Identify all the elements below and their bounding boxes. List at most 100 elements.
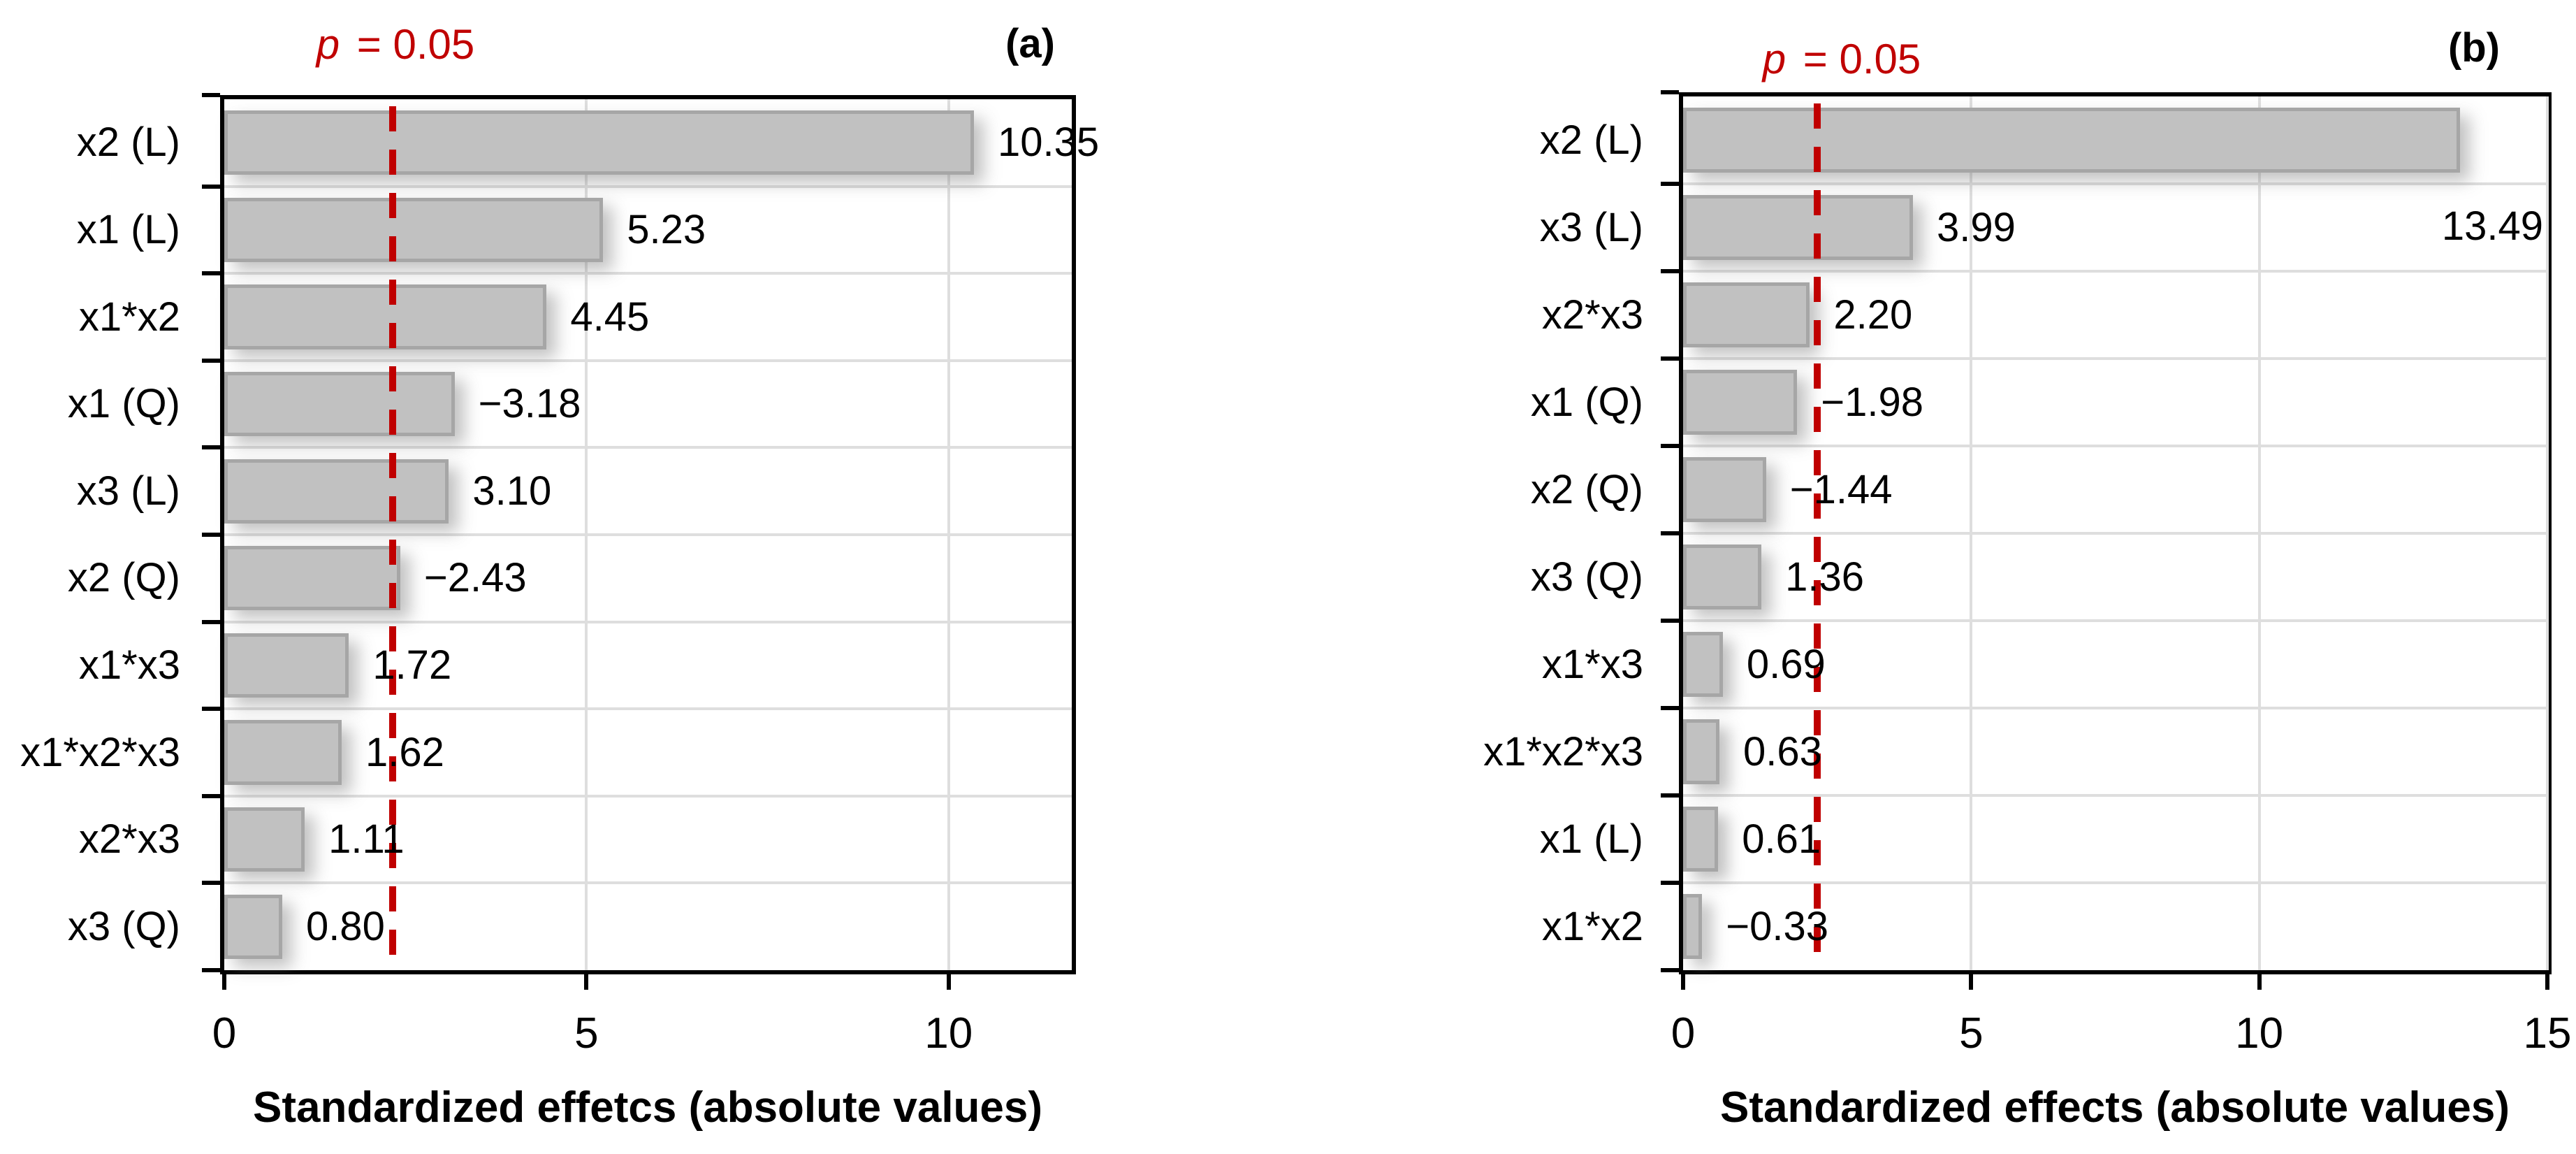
bar (1683, 632, 1723, 697)
category-label: x1*x2 (78, 294, 180, 340)
x-axis-tick (2257, 974, 2262, 990)
bar (224, 546, 400, 611)
panel-tag-a: (a) (1005, 21, 1055, 66)
x-axis-tick-label: 10 (2235, 1009, 2284, 1058)
y-axis-tick (1661, 793, 1679, 798)
threshold-line (388, 106, 396, 962)
y-axis-tick (1661, 444, 1679, 448)
bar-value-label: 5.23 (627, 206, 706, 252)
y-axis-tick (202, 533, 220, 537)
plot-area-b (1679, 92, 2552, 974)
bar (1683, 894, 1703, 959)
category-label: x1 (L) (76, 206, 180, 252)
y-axis-tick (202, 881, 220, 886)
y-axis-tick (202, 184, 220, 189)
category-label: x3 (L) (1539, 204, 1643, 250)
horizontal-gridline (1683, 619, 2547, 622)
bar (224, 720, 342, 785)
horizontal-gridline (1683, 532, 2547, 535)
bar (1683, 457, 1766, 522)
horizontal-gridline (224, 446, 1072, 449)
y-axis-tick (1661, 90, 1679, 94)
significance-threshold-label-a: p = 0.05 (316, 24, 475, 66)
y-axis-tick (202, 793, 220, 798)
bar-value-label: 3.10 (472, 468, 552, 514)
y-axis-tick (1661, 356, 1679, 361)
y-axis-tick (1661, 619, 1679, 623)
category-label: x2 (L) (76, 120, 180, 166)
bar-value-label: 3.99 (1937, 204, 2016, 250)
bar-value-label: 1.11 (328, 816, 405, 863)
horizontal-gridline (1683, 445, 2547, 447)
category-label: x1*x3 (78, 642, 180, 688)
vertical-gridline (2546, 96, 2549, 970)
horizontal-gridline (224, 794, 1072, 798)
bar-value-label: −0.33 (1726, 903, 1828, 949)
bar (224, 633, 349, 698)
p-value-text: = 0.05 (345, 21, 475, 68)
category-label: x2 (Q) (1530, 466, 1643, 512)
category-label: x2*x3 (78, 816, 180, 863)
bar-value-label: 2.20 (1833, 291, 1913, 338)
category-label: x1*x2*x3 (1483, 728, 1643, 774)
p-symbol: p (1762, 36, 1787, 82)
bar (224, 894, 282, 959)
y-axis-tick (202, 968, 220, 972)
y-axis-tick (1661, 881, 1679, 885)
bar-value-label: 0.63 (1742, 728, 1822, 774)
horizontal-gridline (224, 533, 1072, 536)
horizontal-gridline (1683, 182, 2547, 185)
category-label: x2*x3 (1541, 291, 1643, 338)
horizontal-gridline (224, 272, 1072, 275)
bar-value-label: 0.61 (1742, 816, 1821, 862)
p-symbol: p (316, 21, 340, 68)
horizontal-gridline (224, 620, 1072, 623)
x-axis-tick-label: 0 (1671, 1009, 1696, 1058)
bar-value-label: −1.98 (1821, 379, 1924, 425)
horizontal-gridline (224, 881, 1072, 885)
x-axis-tick-label: 15 (2523, 1009, 2572, 1058)
horizontal-gridline (1683, 881, 2547, 884)
category-label: x3 (Q) (67, 903, 180, 949)
bar (1683, 108, 2461, 173)
category-label: x1 (Q) (67, 381, 180, 427)
x-axis-tick (1681, 974, 1685, 990)
horizontal-gridline (1683, 707, 2547, 709)
bar-value-label: 0.80 (305, 903, 385, 949)
category-label: x2 (Q) (67, 555, 180, 601)
x-axis-tick-label: 0 (212, 1009, 237, 1058)
bar (1683, 807, 1719, 872)
y-axis-tick (1661, 269, 1679, 273)
x-axis-title-a: Standardized effetcs (absolute values) (252, 1083, 1043, 1132)
bar-value-label: 1.36 (1785, 554, 1865, 600)
category-label: x1 (L) (1539, 816, 1643, 862)
horizontal-gridline (224, 359, 1072, 362)
category-label: x1 (Q) (1530, 379, 1643, 425)
bar (1683, 282, 1810, 347)
x-axis-title-b: Standardized effects (absolute values) (1719, 1083, 2510, 1132)
horizontal-gridline (1683, 270, 2547, 273)
horizontal-gridline (224, 185, 1072, 188)
category-label: x1*x2 (1541, 903, 1643, 949)
y-axis-tick (202, 707, 220, 712)
y-axis-tick (202, 358, 220, 363)
y-axis-tick (1661, 706, 1679, 710)
bar (224, 371, 455, 437)
bar (1683, 195, 1914, 260)
horizontal-gridline (1683, 357, 2547, 360)
category-label: x1*x2*x3 (20, 729, 180, 775)
bar (224, 197, 604, 262)
bar (224, 807, 305, 872)
y-axis-tick (202, 619, 220, 624)
category-label: x3 (L) (76, 468, 180, 514)
y-axis-tick (202, 93, 220, 97)
bar-value-label: 10.35 (998, 120, 1100, 166)
bar-value-label: 13.49 (2441, 203, 2543, 249)
p-value-text: = 0.05 (1791, 36, 1921, 82)
bar (224, 459, 449, 524)
bar-value-label: −3.18 (478, 381, 581, 427)
bar-value-label: 0.69 (1746, 641, 1826, 687)
category-label: x2 (L) (1539, 117, 1643, 163)
y-axis-tick (1661, 968, 1679, 972)
